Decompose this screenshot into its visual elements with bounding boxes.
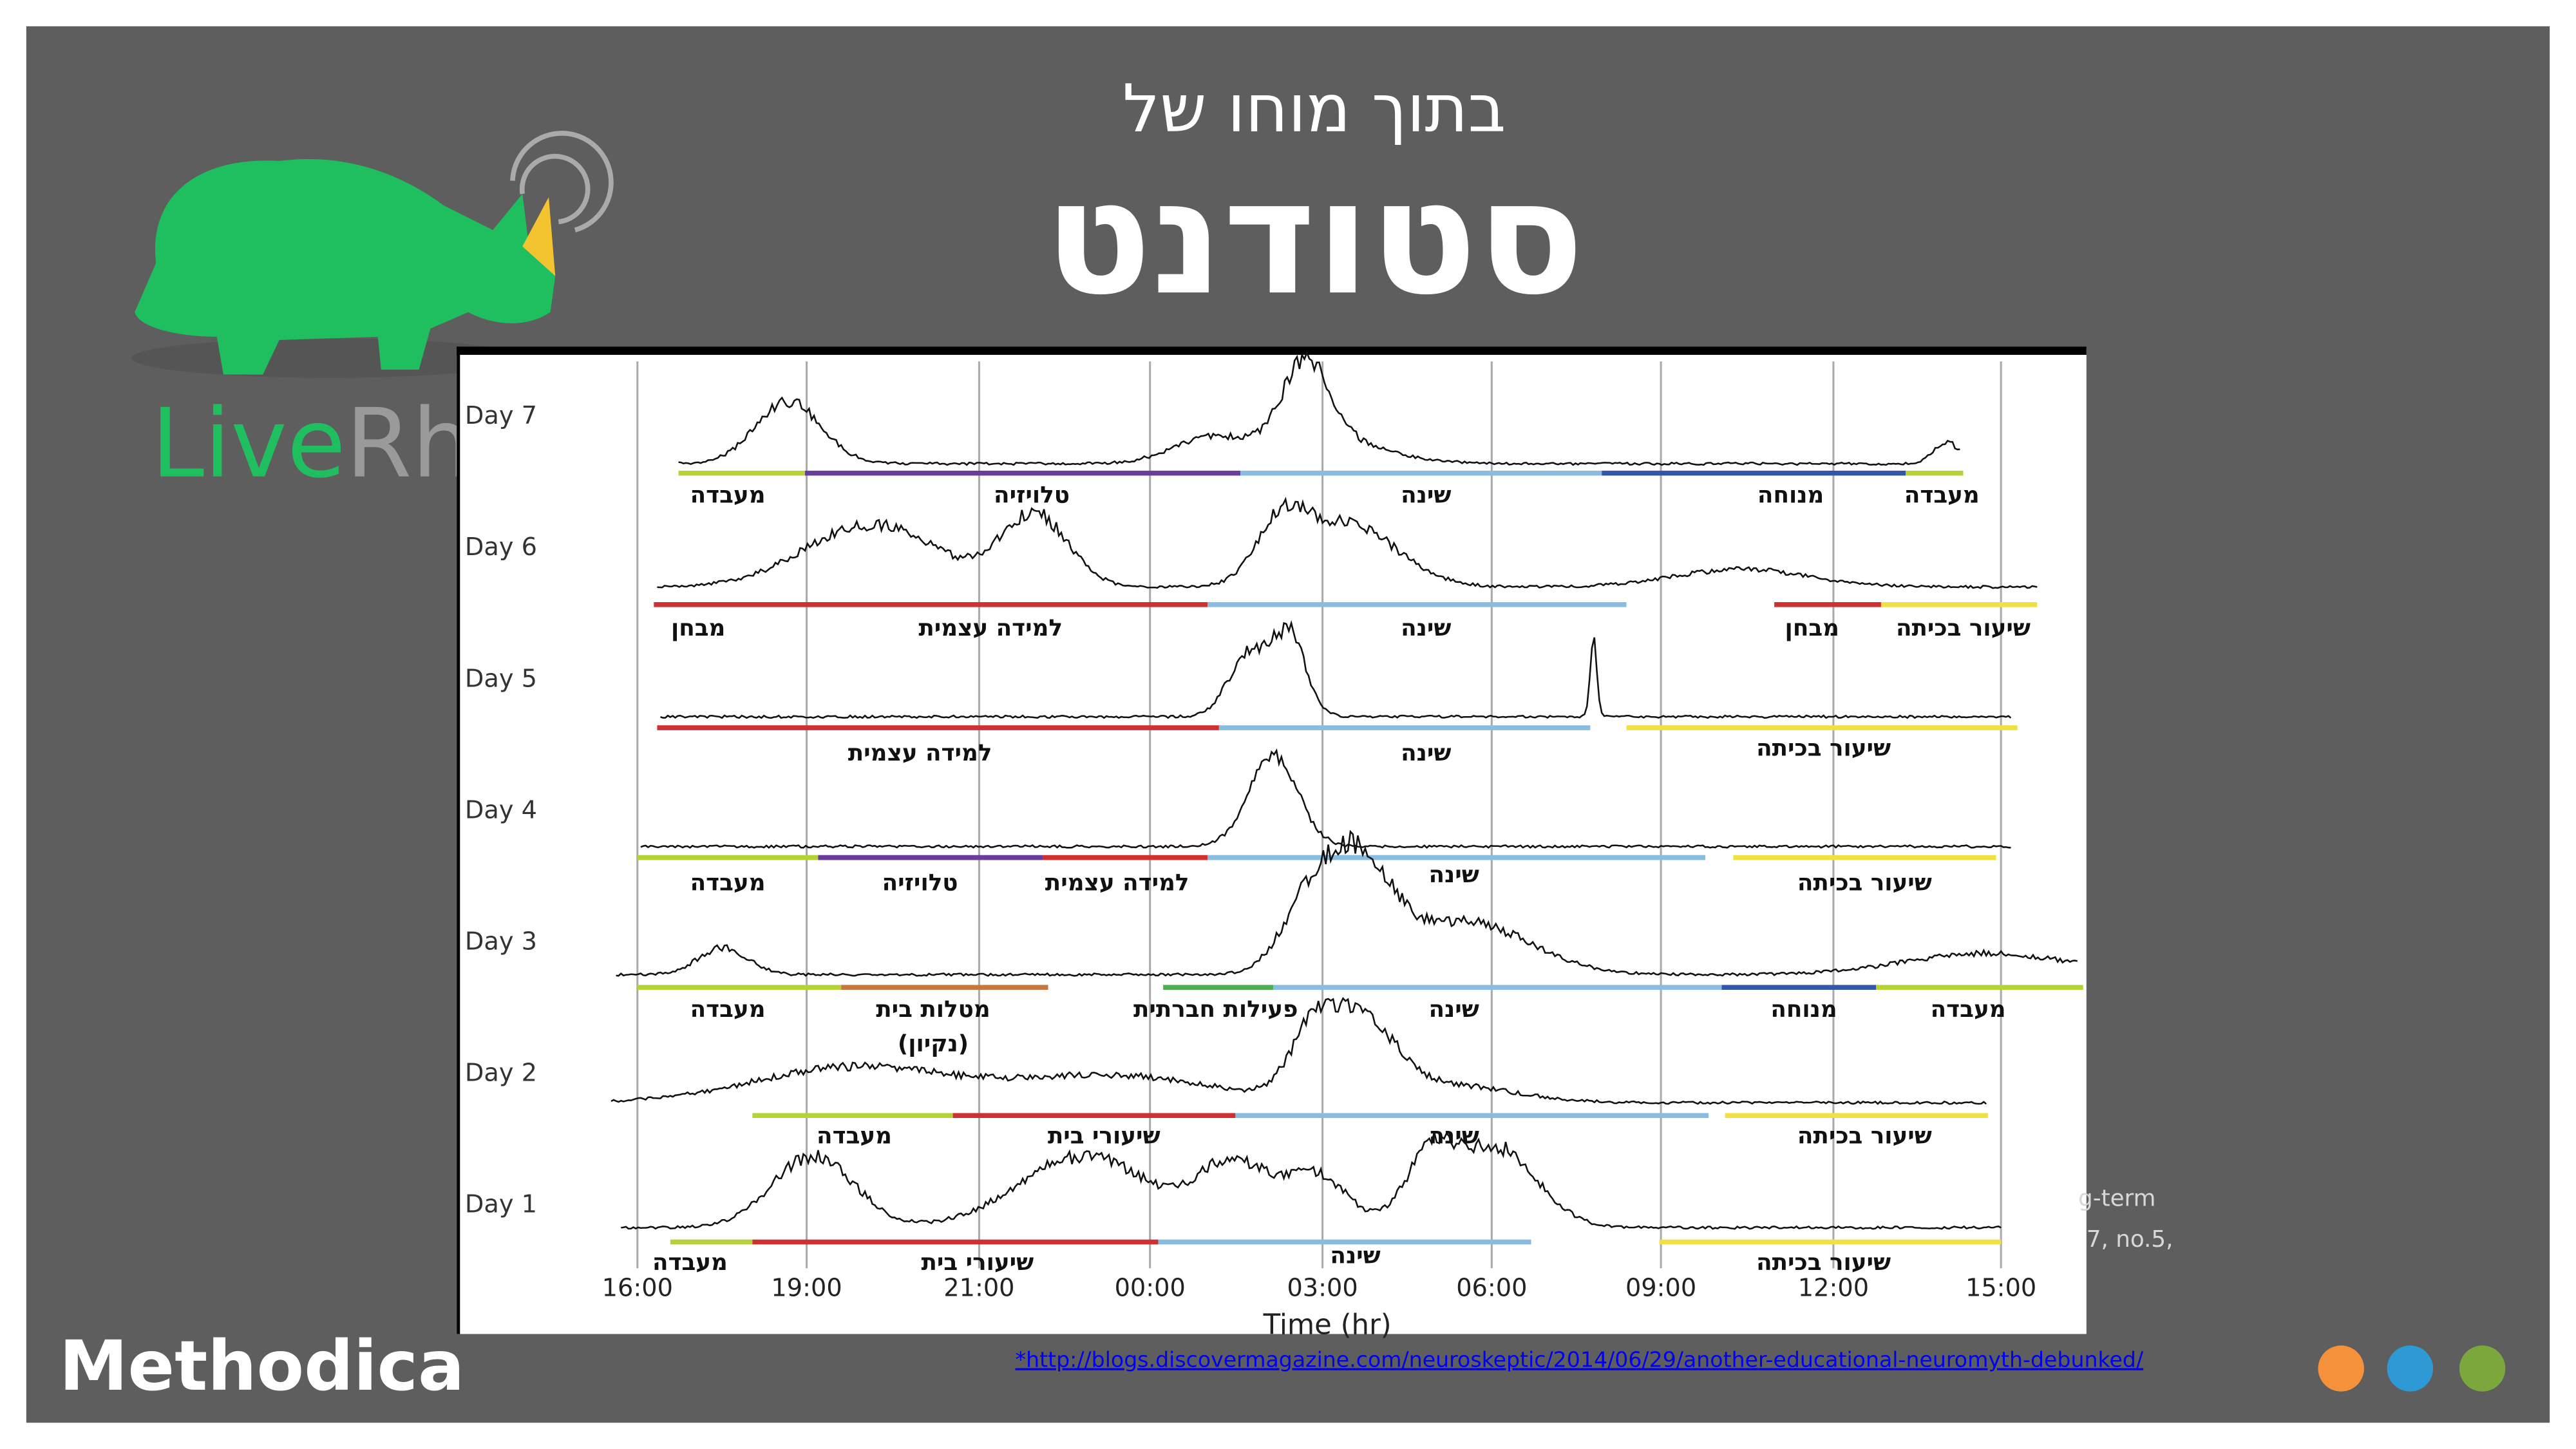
trace xyxy=(616,829,2078,977)
logo-horn xyxy=(522,197,556,276)
time-tick-label: 19:00 xyxy=(771,1274,842,1303)
activity-label: מעבדה xyxy=(690,482,766,509)
source-link[interactable]: *http://blogs.discovermagazine.com/neuro… xyxy=(1016,1347,2144,1372)
time-tick-label: 06:00 xyxy=(1456,1274,1527,1303)
day-label: Day 2 xyxy=(465,1059,537,1088)
activity-label: שיעור בכיתה xyxy=(1756,735,1891,761)
axis-title: Time (hr) xyxy=(1263,1309,1392,1341)
trace xyxy=(657,497,2038,589)
activity-label: מעבדה xyxy=(817,1123,892,1150)
activity-label: שיעורי בית xyxy=(921,1249,1034,1276)
logo-rhino xyxy=(135,158,556,375)
activity-label: מבחן xyxy=(671,615,725,641)
activity-label: (נקיון) xyxy=(898,1031,969,1057)
day-label: Day 4 xyxy=(465,795,537,824)
trace xyxy=(640,748,2011,849)
text-fragment: 7, no.5, xyxy=(2087,1226,2174,1253)
time-tick-label: 09:00 xyxy=(1625,1274,1696,1303)
activity-label: טלויזיה xyxy=(994,482,1070,509)
logo-signal xyxy=(519,153,591,225)
title-line1: בתוך מוחו של xyxy=(1122,71,1506,147)
day-label: Day 5 xyxy=(465,664,537,693)
activity-label: שינה xyxy=(1401,615,1451,641)
activity-label: טלויזיה xyxy=(882,870,958,896)
time-tick-label: 12:00 xyxy=(1798,1274,1869,1303)
chart-image: Day 7 מעבדה טלויזיה שינה מנוחה מעבדה Day 6 מבחן… xyxy=(457,346,2087,1341)
text-fragment: g-term xyxy=(2078,1185,2155,1211)
activity-label: מעבדה xyxy=(1931,996,2006,1023)
trace xyxy=(621,1132,2002,1230)
trace xyxy=(660,620,2012,719)
dot xyxy=(2387,1345,2434,1392)
activity-label: מנוחה xyxy=(1770,996,1837,1023)
time-tick-label: 03:00 xyxy=(1287,1274,1358,1303)
day-label: Day 7 xyxy=(465,401,537,430)
activity-label: למידה עצמית xyxy=(848,740,992,766)
activity-label: שינה xyxy=(1330,1243,1380,1269)
activity-label: למידה עצמית xyxy=(918,615,1063,641)
activity-label: שיעור בכיתה xyxy=(1756,1249,1891,1276)
brand: Methodica xyxy=(59,1327,465,1406)
day-label: Day 6 xyxy=(465,533,537,562)
activity-label: מבחן xyxy=(1785,615,1839,641)
dot xyxy=(2318,1345,2364,1392)
time-tick-label: 21:00 xyxy=(943,1274,1014,1303)
activity-label: למידה עצמית xyxy=(1045,870,1189,896)
activity-label: שינה xyxy=(1401,740,1451,766)
activity-label: שינה xyxy=(1429,996,1479,1023)
activity-label: פעילות חברתית xyxy=(1133,996,1298,1023)
activity-label: מעבדה xyxy=(1904,482,1980,509)
activity-label: מעבדה xyxy=(690,870,766,896)
chart-background xyxy=(457,348,2087,1334)
trace xyxy=(611,997,1987,1105)
dot xyxy=(2459,1345,2506,1392)
activity-label: שיעור בכיתה xyxy=(1797,1123,1932,1150)
time-tick-label: 15:00 xyxy=(1965,1274,2036,1303)
chart-top-border xyxy=(457,346,2087,355)
activity-label: שינה xyxy=(1429,862,1479,888)
time-tick-label: 16:00 xyxy=(602,1274,673,1303)
time-tick-label: 00:00 xyxy=(1115,1274,1186,1303)
activity-label: מטלות בית xyxy=(876,996,990,1023)
trace xyxy=(678,350,1960,466)
logo-live: Live xyxy=(151,388,346,499)
activity-label: שיעורי בית xyxy=(1048,1123,1160,1150)
activity-label: מנוחה xyxy=(1757,482,1824,509)
activity-label: שיעור בכיתה xyxy=(1896,615,2031,641)
chart-left-border xyxy=(457,346,460,1334)
day-label: Day 1 xyxy=(465,1190,537,1219)
activity-label: מעבדה xyxy=(652,1249,728,1276)
activity-label: שינה xyxy=(1429,1123,1479,1150)
day-label: Day 3 xyxy=(465,927,537,956)
logo-signal xyxy=(510,131,614,232)
activity-label: שינה xyxy=(1401,482,1451,509)
title-line2: סטודנט xyxy=(1045,146,1584,330)
activity-label: שיעור בכיתה xyxy=(1797,870,1932,896)
activity-label: מעבדה xyxy=(690,996,766,1023)
